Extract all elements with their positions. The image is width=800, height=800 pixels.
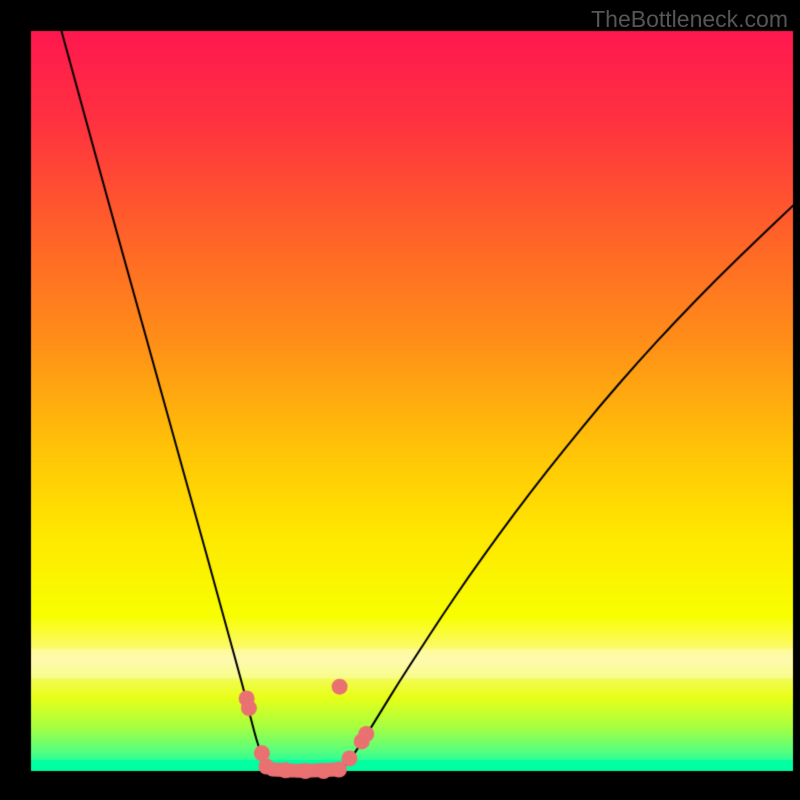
watermark-text: TheBottleneck.com — [591, 6, 788, 33]
chart-container: TheBottleneck.com — [0, 0, 800, 800]
chart-canvas — [0, 0, 800, 800]
